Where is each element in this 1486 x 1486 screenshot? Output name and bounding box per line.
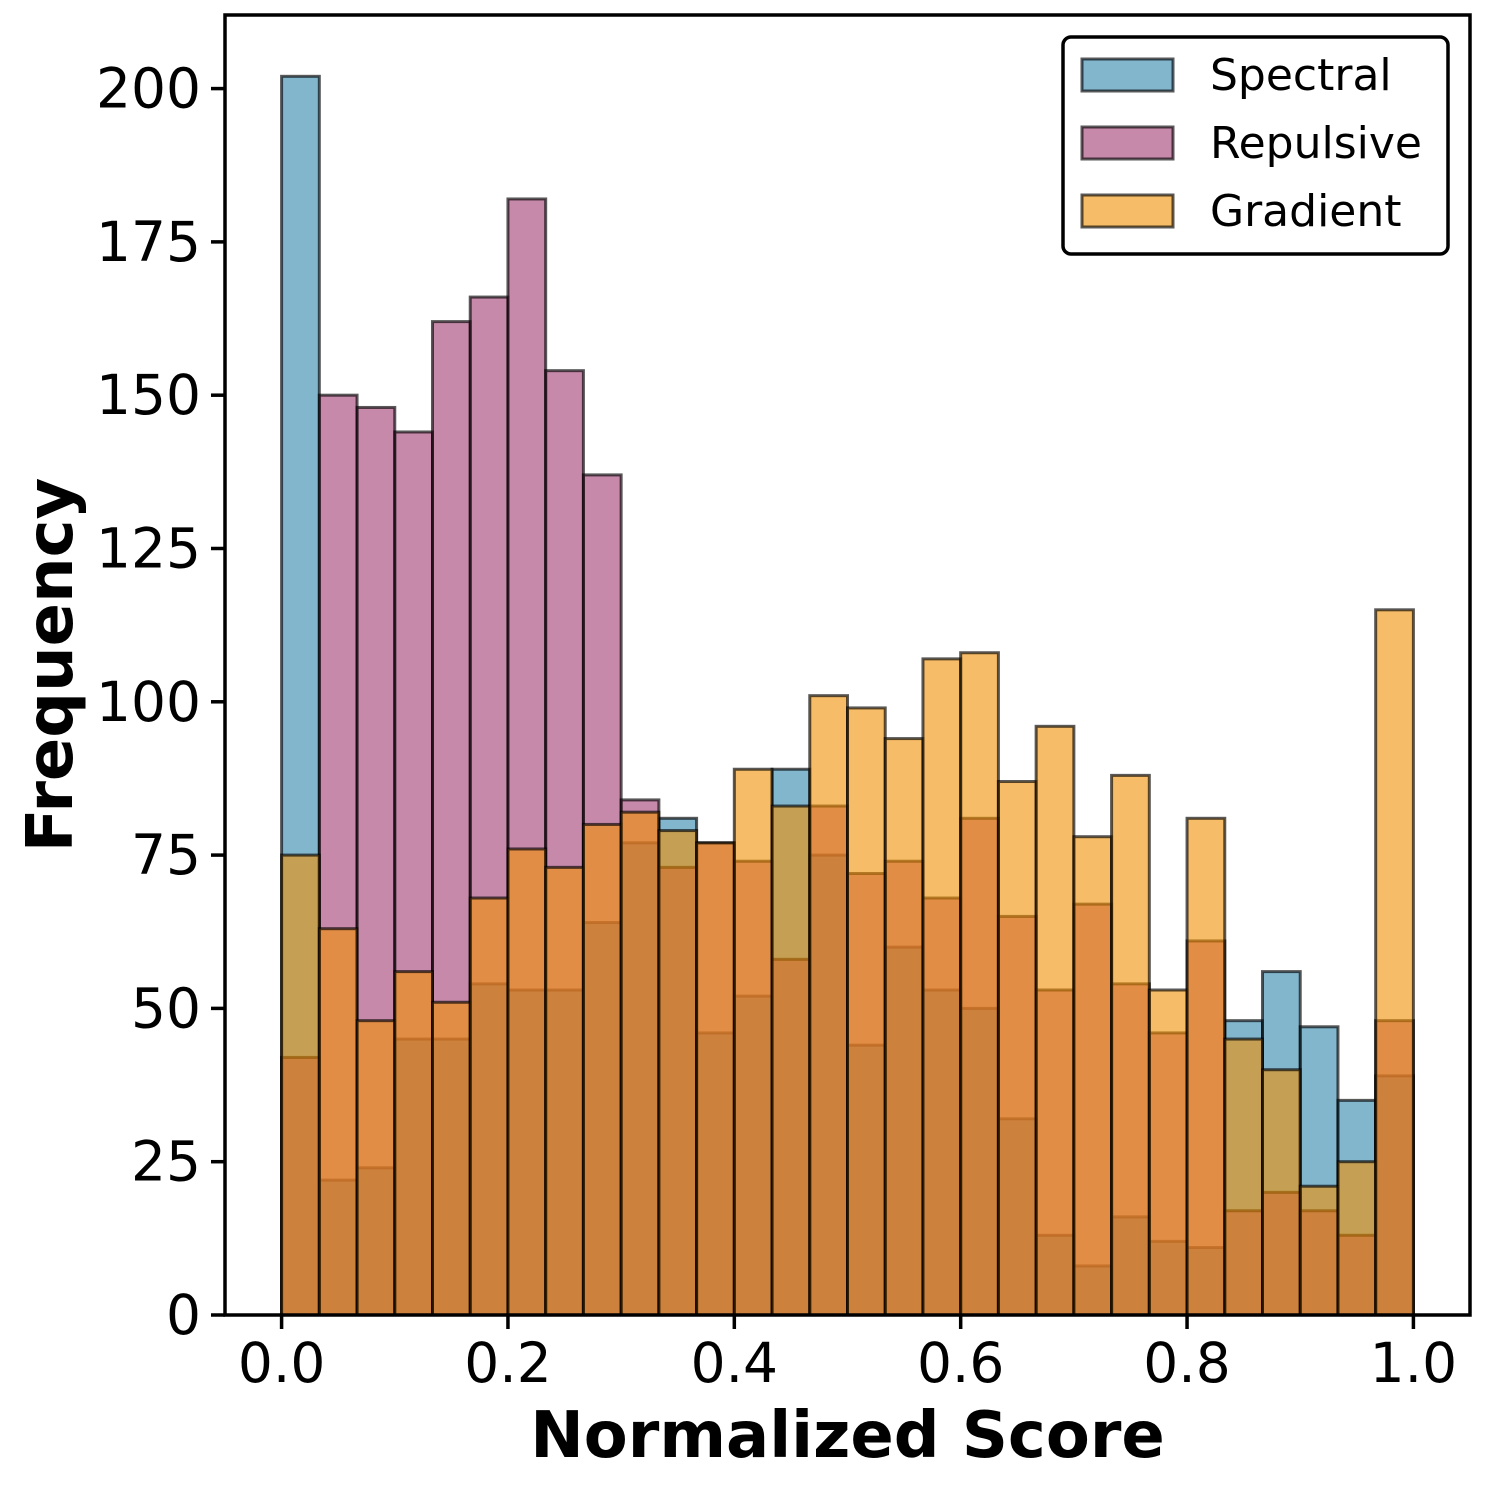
x-tick-label: 0.6 [917, 1331, 1004, 1395]
bar-gradient-9 [619, 810, 661, 1317]
y-tick-label: 150 [96, 363, 201, 427]
bar-gradient-21 [1072, 835, 1114, 1317]
bar-gradient-17 [921, 657, 963, 1317]
y-tick-label: 50 [131, 976, 201, 1040]
legend-label-repulsive: Repulsive [1210, 118, 1422, 169]
y-tick-label: 175 [96, 210, 201, 274]
x-axis-ticks: 0.0 0.2 0.4 0.6 0.8 1.0 [238, 1315, 1457, 1395]
bar-gradient-26 [1261, 1068, 1302, 1317]
bar-gradient-1 [317, 927, 359, 1317]
bar-gradient-23 [1147, 988, 1189, 1317]
legend-label-gradient: Gradient [1210, 186, 1402, 237]
x-tick-label: 0.8 [1143, 1331, 1230, 1395]
bar-gradient-27 [1298, 1184, 1340, 1317]
x-tick-label: 0.4 [691, 1331, 778, 1395]
bar-gradient-15 [846, 706, 887, 1317]
plot-frame [223, 13, 1472, 1317]
y-tick-label: 0 [166, 1283, 201, 1347]
legend-swatch-gradient [1080, 193, 1175, 229]
bar-gradient-13 [770, 804, 812, 1317]
x-tick-label: 1.0 [1370, 1331, 1457, 1395]
bar-gradient-25 [1223, 1037, 1264, 1317]
bar-gradient-6 [506, 847, 548, 1317]
bar-gradient-22 [1110, 773, 1151, 1317]
bar-gradient-11 [695, 841, 736, 1317]
legend-swatch-spectral [1080, 57, 1175, 93]
bar-gradient-20 [1034, 724, 1076, 1317]
y-tick-label: 200 [96, 57, 201, 121]
legend-label-spectral: Spectral [1210, 50, 1392, 101]
histogram-bars [280, 74, 1415, 1317]
x-axis-label: Normalized Score [530, 1399, 1165, 1473]
y-axis-label: Frequency [14, 478, 88, 853]
bar-gradient-3 [393, 970, 435, 1317]
y-tick-label: 25 [131, 1130, 201, 1194]
legend: Spectral Repulsive Gradient [1061, 35, 1450, 256]
bar-gradient-19 [996, 780, 1038, 1317]
y-tick-label: 125 [96, 516, 201, 580]
bar-gradient-2 [355, 1019, 397, 1317]
bar-gradient-18 [959, 651, 1000, 1317]
legend-swatch-repulsive [1080, 125, 1175, 161]
bar-gradient-29 [1374, 608, 1415, 1317]
series-gradient [280, 608, 1415, 1317]
bar-gradient-4 [431, 1000, 472, 1317]
bar-gradient-0 [280, 853, 321, 1317]
bar-gradient-8 [581, 822, 623, 1317]
bar-gradient-14 [808, 694, 849, 1317]
bar-gradient-24 [1185, 816, 1227, 1317]
bar-gradient-10 [657, 829, 699, 1317]
x-tick-label: 0.0 [238, 1331, 325, 1395]
bar-gradient-16 [883, 737, 925, 1317]
bar-gradient-7 [544, 865, 585, 1317]
bar-gradient-28 [1336, 1160, 1378, 1317]
y-axis-ticks: 0 25 50 75 100 125 150 175 200 [96, 57, 225, 1347]
y-tick-label: 100 [96, 670, 201, 734]
bar-gradient-12 [732, 767, 774, 1317]
y-tick-label: 75 [131, 823, 201, 887]
bar-gradient-5 [468, 896, 510, 1317]
x-tick-label: 0.2 [464, 1331, 551, 1395]
